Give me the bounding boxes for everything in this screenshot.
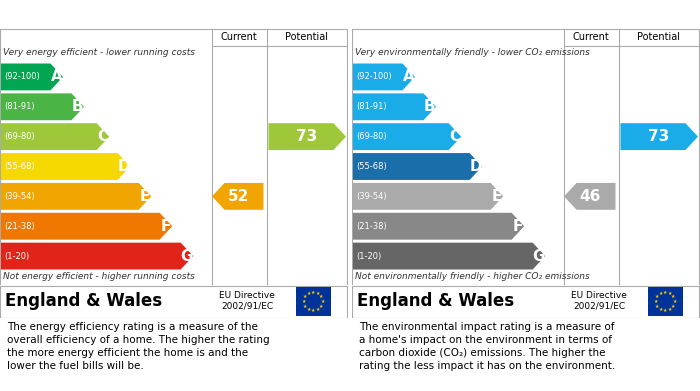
Text: D: D [470,159,482,174]
Text: Energy Efficiency Rating: Energy Efficiency Rating [7,7,209,22]
Text: G: G [533,249,545,264]
Text: (39-54): (39-54) [4,192,34,201]
Text: (21-38): (21-38) [4,222,35,231]
Text: ★: ★ [316,291,320,296]
Text: ★: ★ [311,308,316,313]
Polygon shape [1,213,172,240]
Text: (92-100): (92-100) [356,72,392,81]
Text: (55-68): (55-68) [356,162,386,171]
Polygon shape [1,243,193,269]
Text: (81-91): (81-91) [356,102,386,111]
Text: D: D [118,159,130,174]
Text: ★: ★ [307,307,311,312]
Polygon shape [1,63,63,90]
Polygon shape [353,153,482,180]
Text: ★: ★ [321,299,325,304]
Text: ★: ★ [303,294,307,300]
Text: ★: ★ [319,294,323,300]
Text: F: F [161,219,171,234]
Polygon shape [1,153,130,180]
Text: Not energy efficient - higher running costs: Not energy efficient - higher running co… [3,272,195,281]
Text: ★: ★ [654,299,658,304]
Text: ★: ★ [655,294,659,300]
Text: Potential: Potential [285,32,328,42]
Polygon shape [620,123,698,150]
Polygon shape [1,183,151,210]
Polygon shape [353,63,415,90]
Text: The environmental impact rating is a measure of
a home's impact on the environme: The environmental impact rating is a mea… [359,322,615,371]
Text: (81-91): (81-91) [4,102,34,111]
Text: (1-20): (1-20) [4,251,29,260]
Polygon shape [269,123,346,150]
Text: ★: ★ [316,307,320,312]
Text: (69-80): (69-80) [4,132,35,141]
Text: ★: ★ [663,290,668,295]
Text: (21-38): (21-38) [356,222,386,231]
Text: England & Wales: England & Wales [5,292,162,310]
Text: ★: ★ [319,304,323,308]
Text: A: A [51,70,62,84]
Bar [296,287,331,316]
Text: (69-80): (69-80) [356,132,386,141]
Text: 73: 73 [296,129,317,144]
Text: Current: Current [572,32,609,42]
Text: England & Wales: England & Wales [357,292,514,310]
Polygon shape [353,183,503,210]
Text: The energy efficiency rating is a measure of the
overall efficiency of a home. T: The energy efficiency rating is a measur… [7,322,270,371]
Text: ★: ★ [673,299,677,304]
Text: ★: ★ [303,304,307,308]
Text: ★: ★ [671,304,676,308]
Text: ★: ★ [663,308,668,313]
Text: (55-68): (55-68) [4,162,35,171]
Text: Very environmentally friendly - lower CO₂ emissions: Very environmentally friendly - lower CO… [355,48,590,57]
Text: E: E [491,189,502,204]
Polygon shape [353,123,461,150]
Text: EU Directive
2002/91/EC: EU Directive 2002/91/EC [571,291,627,310]
Text: E: E [140,189,150,204]
Text: Current: Current [220,32,257,42]
Text: C: C [97,129,108,144]
Text: B: B [72,99,83,114]
Text: Not environmentally friendly - higher CO₂ emissions: Not environmentally friendly - higher CO… [355,272,589,281]
Polygon shape [353,93,436,120]
Text: 52: 52 [228,189,249,204]
Text: ★: ★ [668,307,672,312]
Text: ★: ★ [659,291,663,296]
Polygon shape [1,123,109,150]
Text: 46: 46 [580,189,601,204]
Polygon shape [564,183,615,210]
Text: ★: ★ [671,294,676,300]
Text: (92-100): (92-100) [4,72,40,81]
Polygon shape [1,93,84,120]
Text: Environmental Impact (CO₂) Rating: Environmental Impact (CO₂) Rating [359,7,649,22]
Text: Very energy efficient - lower running costs: Very energy efficient - lower running co… [3,48,195,57]
Polygon shape [353,213,524,240]
Text: (1-20): (1-20) [356,251,382,260]
Text: G: G [181,249,193,264]
Text: ★: ★ [668,291,672,296]
Text: ★: ★ [307,291,311,296]
Polygon shape [353,243,545,269]
Text: Potential: Potential [637,32,680,42]
Text: B: B [424,99,435,114]
Text: ★: ★ [302,299,306,304]
Polygon shape [212,183,263,210]
Bar [648,287,682,316]
Text: ★: ★ [311,290,316,295]
Text: EU Directive
2002/91/EC: EU Directive 2002/91/EC [219,291,275,310]
Text: ★: ★ [659,307,663,312]
Text: 73: 73 [648,129,669,144]
Text: (39-54): (39-54) [356,192,386,201]
Text: C: C [449,129,461,144]
Text: A: A [403,70,414,84]
Text: ★: ★ [655,304,659,308]
Text: F: F [512,219,523,234]
